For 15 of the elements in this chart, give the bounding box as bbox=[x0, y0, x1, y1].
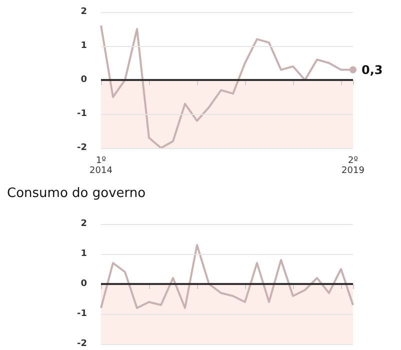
chart-title: Consumo do governo bbox=[7, 186, 146, 201]
x-tick-label: 1º 2014 bbox=[90, 156, 113, 176]
y-tick-label: -1 bbox=[77, 109, 87, 119]
y-tick-label: 2 bbox=[80, 7, 87, 17]
x-tick-label: 2º 2019 bbox=[342, 156, 365, 176]
y-tick-label: 2 bbox=[80, 219, 87, 229]
y-tick-label: 0 bbox=[80, 75, 87, 85]
y-tick-label: -1 bbox=[77, 309, 87, 319]
y-tick-label: 0 bbox=[80, 279, 87, 289]
line-series bbox=[100, 244, 354, 309]
y-tick-label: 1 bbox=[80, 249, 87, 259]
data-label: 0,3 bbox=[362, 62, 383, 77]
y-tick-label: 1 bbox=[80, 41, 87, 51]
y-tick-label: -2 bbox=[77, 143, 87, 153]
y-tick-label: -2 bbox=[77, 339, 87, 349]
